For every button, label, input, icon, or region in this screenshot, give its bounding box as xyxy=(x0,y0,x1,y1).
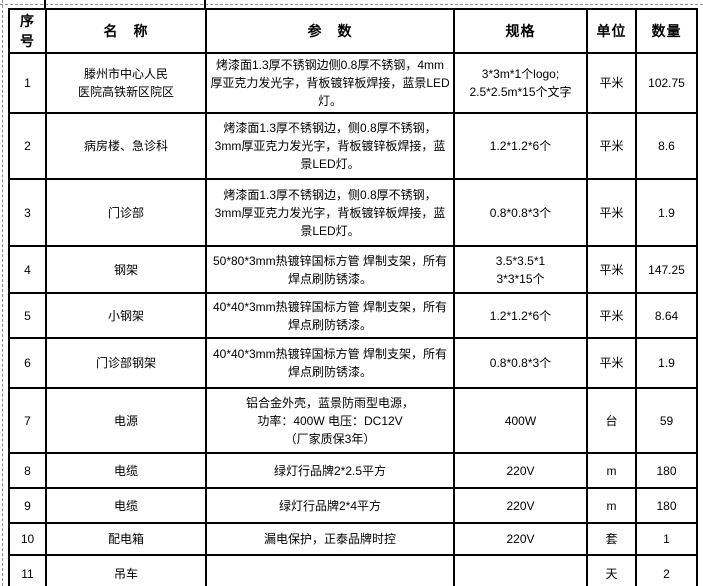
qty-cell[interactable]: 180 xyxy=(635,487,698,524)
col-header-qty[interactable]: 数量 xyxy=(635,8,698,54)
table-body: 1 滕州市中心人民 医院高铁新区院区 烤漆面1.3厚不锈钢边侧0.8厚不锈钢，4… xyxy=(8,52,698,586)
unit-cell[interactable]: 平米 xyxy=(586,178,637,247)
table-row: 8 电缆 绿灯行品牌2*2.5平方 220V m 180 xyxy=(8,452,698,489)
unit-cell[interactable]: 台 xyxy=(586,387,637,454)
unit-cell[interactable]: 平米 xyxy=(586,245,637,294)
name-cell[interactable]: 电源 xyxy=(45,387,207,454)
row-no-cell[interactable]: 7 xyxy=(8,387,47,454)
page-break-line-horizontal xyxy=(0,4,703,5)
table-row: 7 电源 铝合金外壳，蓝景防雨型电源， 功率：400W 电压：DC12V （厂家… xyxy=(8,387,698,454)
qty-cell[interactable]: 1.9 xyxy=(635,337,698,389)
row-no-cell[interactable]: 6 xyxy=(8,337,47,389)
spec-cell[interactable] xyxy=(453,554,588,586)
name-cell[interactable]: 钢架 xyxy=(45,245,207,294)
col-header-unit[interactable]: 单位 xyxy=(586,8,637,54)
spec-cell[interactable]: 0.8*0.8*3个 xyxy=(453,178,588,247)
row-no-cell[interactable]: 2 xyxy=(8,112,47,180)
row-no-cell[interactable]: 11 xyxy=(8,554,47,586)
name-cell[interactable]: 吊车 xyxy=(45,554,207,586)
qty-cell[interactable]: 8.6 xyxy=(635,112,698,180)
row-no-cell[interactable]: 10 xyxy=(8,522,47,556)
table-row: 11 吊车 天 2 xyxy=(8,554,698,586)
spec-cell[interactable]: 3.5*3.5*1 3*3*15个 xyxy=(453,245,588,294)
table-row: 4 钢架 50*80*3mm热镀锌国标方管 焊制支架，所有焊点刷防锈漆。 3.5… xyxy=(8,245,698,294)
unit-cell[interactable]: 平米 xyxy=(586,337,637,389)
col-header-name[interactable]: 名 称 xyxy=(45,8,207,54)
spec-cell[interactable]: 400W xyxy=(453,387,588,454)
spec-cell[interactable]: 3*3m*1个logo; 2.5*2.5m*15个文字 xyxy=(453,52,588,114)
spec-cell[interactable]: 0.8*0.8*3个 xyxy=(453,337,588,389)
params-cell[interactable]: 50*80*3mm热镀锌国标方管 焊制支架，所有焊点刷防锈漆。 xyxy=(205,245,455,294)
col-header-params[interactable]: 参 数 xyxy=(205,8,455,54)
qty-cell[interactable]: 102.75 xyxy=(635,52,698,114)
name-cell[interactable]: 电缆 xyxy=(45,452,207,489)
name-cell[interactable]: 病房楼、急诊科 xyxy=(45,112,207,180)
table-row: 2 病房楼、急诊科 烤漆面1.3厚不锈钢边，侧0.8厚不锈钢，3mm厚亚克力发光… xyxy=(8,112,698,180)
row-no-cell[interactable]: 3 xyxy=(8,178,47,247)
params-cell[interactable]: 铝合金外壳，蓝景防雨型电源， 功率：400W 电压：DC12V （厂家质保3年） xyxy=(205,387,455,454)
row-no-cell[interactable]: 4 xyxy=(8,245,47,294)
qty-cell[interactable]: 2 xyxy=(635,554,698,586)
row-no-cell[interactable]: 5 xyxy=(8,292,47,339)
name-cell[interactable]: 滕州市中心人民 医院高铁新区院区 xyxy=(45,52,207,114)
row-no-cell[interactable]: 9 xyxy=(8,487,47,524)
name-cell[interactable]: 电缆 xyxy=(45,487,207,524)
params-cell[interactable] xyxy=(205,554,455,586)
spec-cell[interactable]: 1.2*1.2*6个 xyxy=(453,112,588,180)
params-cell[interactable]: 40*40*3mm热镀锌国标方管 焊制支架，所有焊点刷防锈漆。 xyxy=(205,337,455,389)
unit-cell[interactable]: 平米 xyxy=(586,52,637,114)
table-row: 5 小钢架 40*40*3mm热镀锌国标方管 焊制支架，所有焊点刷防锈漆。 1.… xyxy=(8,292,698,339)
name-cell[interactable]: 门诊部 xyxy=(45,178,207,247)
spec-cell[interactable]: 220V xyxy=(453,452,588,489)
name-cell[interactable]: 配电箱 xyxy=(45,522,207,556)
page-break-line-vertical xyxy=(2,0,3,586)
name-cell[interactable]: 小钢架 xyxy=(45,292,207,339)
table-row: 1 滕州市中心人民 医院高铁新区院区 烤漆面1.3厚不锈钢边侧0.8厚不锈钢，4… xyxy=(8,52,698,114)
table-row: 9 电缆 绿灯行品牌2*4平方 220V m 180 xyxy=(8,487,698,524)
spec-cell[interactable]: 220V xyxy=(453,522,588,556)
unit-cell[interactable]: 套 xyxy=(586,522,637,556)
unit-cell[interactable]: 平米 xyxy=(586,292,637,339)
quotation-table: 序号 名 称 参 数 规格 单位 数量 1 滕州市中心人民 医院高铁新区院区 烤… xyxy=(8,8,698,586)
table-header: 序号 名 称 参 数 规格 单位 数量 xyxy=(8,8,698,54)
qty-cell[interactable]: 180 xyxy=(635,452,698,489)
qty-cell[interactable]: 8.64 xyxy=(635,292,698,339)
qty-cell[interactable]: 147.25 xyxy=(635,245,698,294)
column-line-stub xyxy=(44,0,46,9)
unit-cell[interactable]: m xyxy=(586,452,637,489)
unit-cell[interactable]: 平米 xyxy=(586,112,637,180)
qty-cell[interactable]: 59 xyxy=(635,387,698,454)
col-header-spec[interactable]: 规格 xyxy=(453,8,588,54)
qty-cell[interactable]: 1.9 xyxy=(635,178,698,247)
unit-cell[interactable]: m xyxy=(586,487,637,524)
spec-cell[interactable]: 220V xyxy=(453,487,588,524)
spec-cell[interactable]: 1.2*1.2*6个 xyxy=(453,292,588,339)
table-row: 3 门诊部 烤漆面1.3厚不锈钢边，侧0.8厚不锈钢，3mm厚亚克力发光字，背板… xyxy=(8,178,698,247)
params-cell[interactable]: 40*40*3mm热镀锌国标方管 焊制支架，所有焊点刷防锈漆。 xyxy=(205,292,455,339)
column-line-stub xyxy=(204,0,206,9)
header-row: 序号 名 称 参 数 规格 单位 数量 xyxy=(8,8,698,54)
col-header-no[interactable]: 序号 xyxy=(8,8,47,54)
name-cell[interactable]: 门诊部钢架 xyxy=(45,337,207,389)
unit-cell[interactable]: 天 xyxy=(586,554,637,586)
row-no-cell[interactable]: 8 xyxy=(8,452,47,489)
params-cell[interactable]: 烤漆面1.3厚不锈钢边，侧0.8厚不锈钢，3mm厚亚克力发光字，背板镀锌板焊接，… xyxy=(205,112,455,180)
row-no-cell[interactable]: 1 xyxy=(8,52,47,114)
params-cell[interactable]: 绿灯行品牌2*4平方 xyxy=(205,487,455,524)
table-row: 10 配电箱 漏电保护，正泰品牌时控 220V 套 1 xyxy=(8,522,698,556)
params-cell[interactable]: 烤漆面1.3厚不锈钢边侧0.8厚不锈钢，4mm厚亚克力发光字，背板镀锌板焊接，蓝… xyxy=(205,52,455,114)
params-cell[interactable]: 烤漆面1.3厚不锈钢边，侧0.8厚不锈钢，3mm厚亚克力发光字，背板镀锌板焊接，… xyxy=(205,178,455,247)
params-cell[interactable]: 漏电保护，正泰品牌时控 xyxy=(205,522,455,556)
table-row: 6 门诊部钢架 40*40*3mm热镀锌国标方管 焊制支架，所有焊点刷防锈漆。 … xyxy=(8,337,698,389)
qty-cell[interactable]: 1 xyxy=(635,522,698,556)
params-cell[interactable]: 绿灯行品牌2*2.5平方 xyxy=(205,452,455,489)
